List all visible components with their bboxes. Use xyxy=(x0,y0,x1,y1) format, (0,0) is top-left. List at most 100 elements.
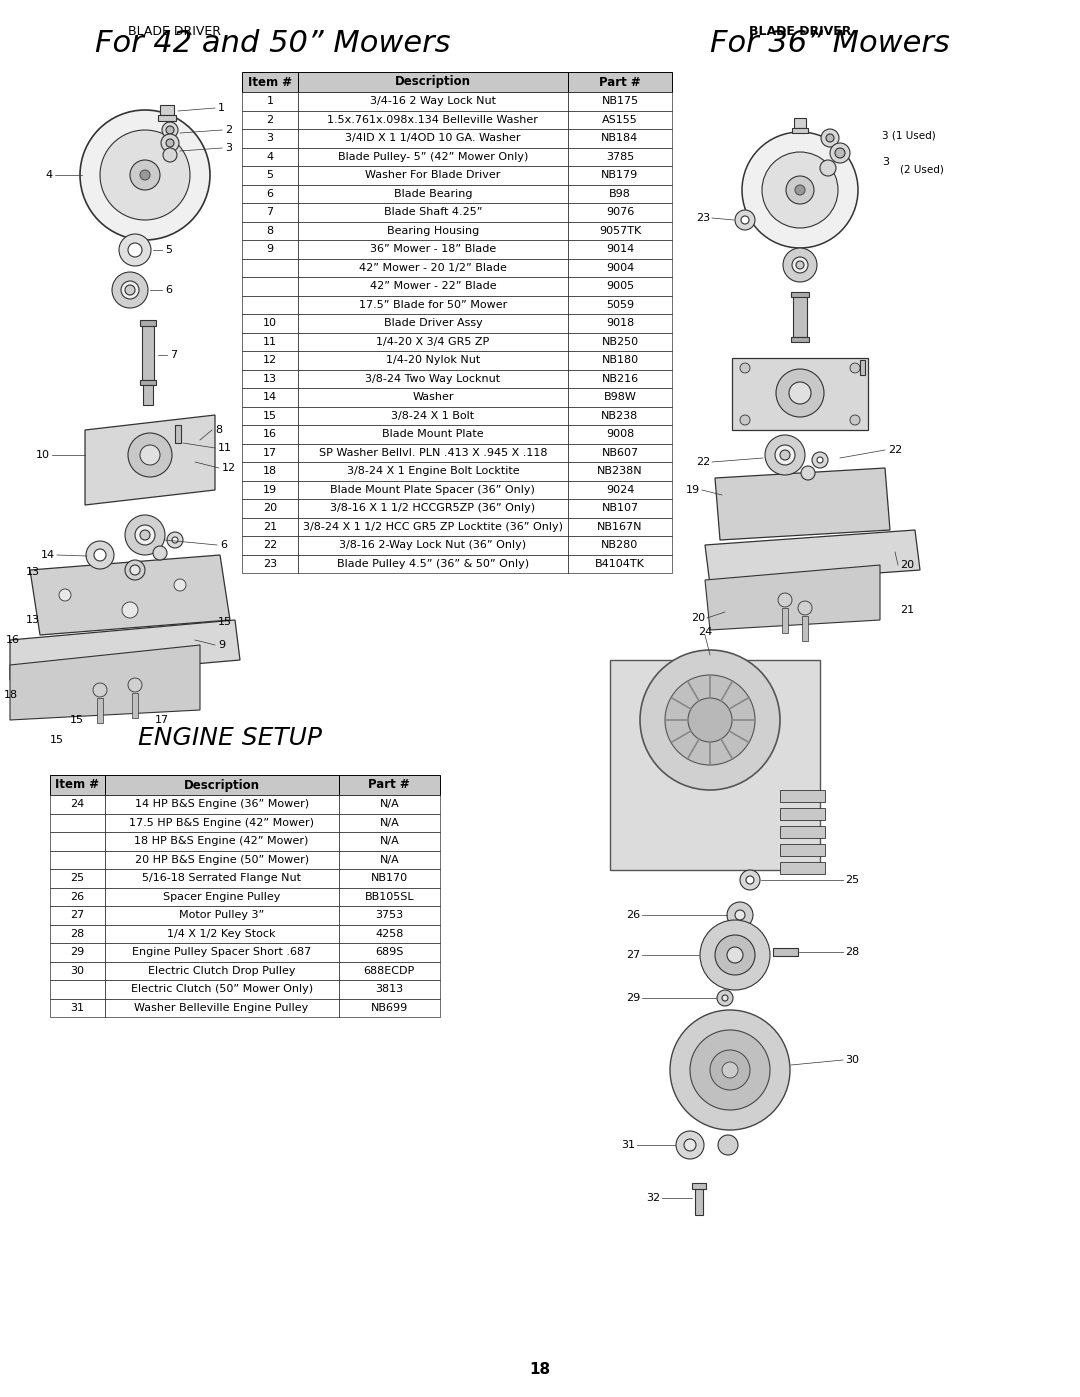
Circle shape xyxy=(100,130,190,219)
Circle shape xyxy=(835,148,845,158)
Text: 9: 9 xyxy=(218,640,225,650)
Circle shape xyxy=(746,876,754,884)
Text: 3753: 3753 xyxy=(375,911,403,921)
Bar xyxy=(242,388,298,407)
Text: 23: 23 xyxy=(262,559,276,569)
Text: 18: 18 xyxy=(529,1362,551,1377)
Bar xyxy=(692,1183,706,1189)
Circle shape xyxy=(163,148,177,162)
Bar xyxy=(242,351,298,369)
Circle shape xyxy=(162,122,178,138)
Text: 9018: 9018 xyxy=(606,319,634,328)
Text: Blade Mount Plate Spacer (36” Only): Blade Mount Plate Spacer (36” Only) xyxy=(330,485,536,495)
Text: 21: 21 xyxy=(900,605,914,615)
Text: NB699: NB699 xyxy=(370,1003,408,1013)
Text: 3/8-16 2-Way Lock Nut (36” Only): 3/8-16 2-Way Lock Nut (36” Only) xyxy=(339,541,526,550)
Circle shape xyxy=(125,515,165,555)
Bar xyxy=(568,499,672,517)
Bar xyxy=(339,925,440,943)
Bar xyxy=(50,775,105,795)
Circle shape xyxy=(688,698,732,742)
Bar xyxy=(298,314,568,332)
Text: 14 HP B&S Engine (36” Mower): 14 HP B&S Engine (36” Mower) xyxy=(135,799,309,809)
Polygon shape xyxy=(732,358,868,430)
Circle shape xyxy=(792,257,808,272)
Circle shape xyxy=(789,381,811,404)
Text: Washer Belleville Engine Pulley: Washer Belleville Engine Pulley xyxy=(135,1003,309,1013)
Text: NB175: NB175 xyxy=(602,96,638,106)
Text: 17: 17 xyxy=(262,448,276,458)
Bar xyxy=(242,166,298,184)
Circle shape xyxy=(801,467,815,481)
Bar xyxy=(339,795,440,813)
Text: 8: 8 xyxy=(215,425,222,434)
Bar xyxy=(780,807,825,820)
Polygon shape xyxy=(85,415,215,504)
Bar xyxy=(105,887,339,907)
Text: Washer For Blade Driver: Washer For Blade Driver xyxy=(365,170,501,180)
Text: 9008: 9008 xyxy=(606,429,634,439)
Bar xyxy=(242,407,298,425)
Bar xyxy=(143,386,153,405)
Bar xyxy=(802,616,808,641)
Bar xyxy=(298,92,568,110)
Text: 1/4 X 1/2 Key Stock: 1/4 X 1/2 Key Stock xyxy=(167,929,275,939)
Circle shape xyxy=(676,1132,704,1160)
Text: For 36” Mowers: For 36” Mowers xyxy=(710,29,949,59)
Bar xyxy=(105,907,339,925)
Text: 17: 17 xyxy=(156,715,170,725)
Text: Blade Driver Assy: Blade Driver Assy xyxy=(383,319,483,328)
Bar xyxy=(242,148,298,166)
Circle shape xyxy=(780,450,789,460)
Polygon shape xyxy=(610,659,820,870)
Text: 15: 15 xyxy=(70,715,84,725)
Text: SP Washer Bellvl. PLN .413 X .945 X .118: SP Washer Bellvl. PLN .413 X .945 X .118 xyxy=(319,448,548,458)
Text: 31: 31 xyxy=(70,1003,84,1013)
Circle shape xyxy=(775,446,795,465)
Text: Blade Bearing: Blade Bearing xyxy=(394,189,472,198)
Text: 16: 16 xyxy=(262,429,276,439)
Bar xyxy=(792,129,808,133)
Polygon shape xyxy=(705,529,920,585)
Text: BB105SL: BB105SL xyxy=(364,891,414,901)
Bar xyxy=(339,961,440,981)
Bar xyxy=(860,360,865,374)
Text: 1.5x.761x.098x.134 Belleville Washer: 1.5x.761x.098x.134 Belleville Washer xyxy=(327,115,538,124)
Bar xyxy=(568,129,672,148)
Circle shape xyxy=(125,285,135,295)
Bar xyxy=(298,148,568,166)
Text: 3/4-16 2 Way Lock Nut: 3/4-16 2 Way Lock Nut xyxy=(370,96,496,106)
Bar xyxy=(568,351,672,369)
Circle shape xyxy=(820,161,836,176)
Bar xyxy=(298,110,568,129)
Text: 3813: 3813 xyxy=(375,985,403,995)
Text: 1: 1 xyxy=(267,96,273,106)
Text: 5: 5 xyxy=(267,170,273,180)
Text: N/A: N/A xyxy=(379,855,400,865)
Text: 19: 19 xyxy=(686,485,700,495)
Bar xyxy=(242,314,298,332)
Bar xyxy=(50,869,105,887)
Text: 18 HP B&S Engine (42” Mower): 18 HP B&S Engine (42” Mower) xyxy=(134,837,309,847)
Bar xyxy=(298,277,568,296)
Text: 9024: 9024 xyxy=(606,485,634,495)
Circle shape xyxy=(742,131,858,249)
Text: Spacer Engine Pulley: Spacer Engine Pulley xyxy=(163,891,281,901)
Circle shape xyxy=(140,529,150,541)
Circle shape xyxy=(735,210,755,231)
Bar xyxy=(793,295,807,337)
Bar xyxy=(339,869,440,887)
Bar xyxy=(568,555,672,573)
Circle shape xyxy=(690,1030,770,1111)
Circle shape xyxy=(740,363,750,373)
Bar xyxy=(298,258,568,277)
Bar xyxy=(339,887,440,907)
Bar xyxy=(568,425,672,443)
Bar xyxy=(141,326,154,380)
Text: Part #: Part # xyxy=(368,778,410,792)
Text: NB238: NB238 xyxy=(602,411,638,420)
Text: 17.5 HP B&S Engine (42” Mower): 17.5 HP B&S Engine (42” Mower) xyxy=(130,817,314,828)
Bar xyxy=(50,851,105,869)
Bar xyxy=(298,517,568,536)
Text: (2 Used): (2 Used) xyxy=(900,165,944,175)
